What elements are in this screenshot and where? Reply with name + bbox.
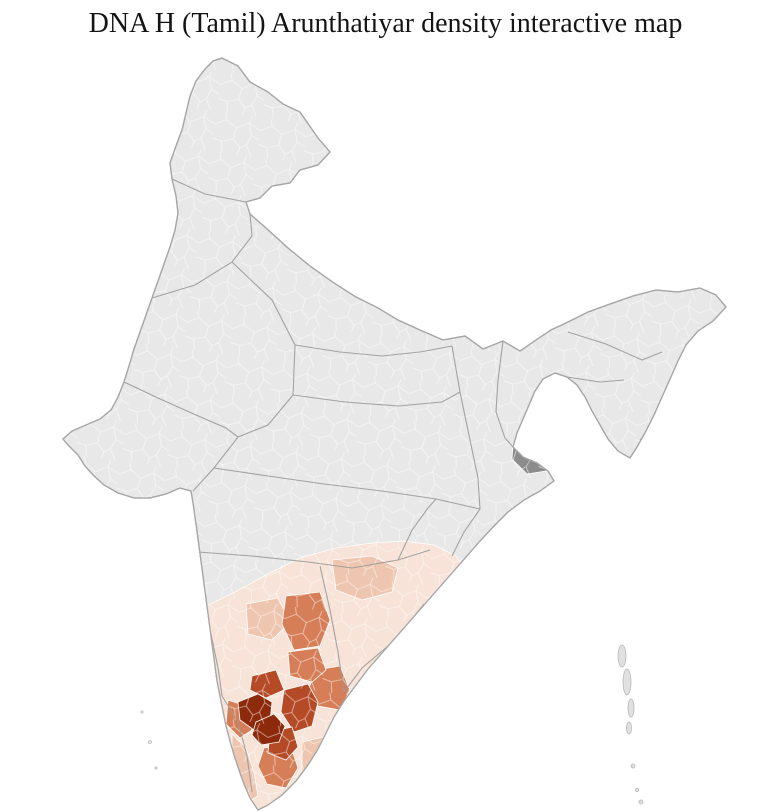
island[interactable] [148,740,152,744]
lakshadweep-islands [140,710,158,770]
island[interactable] [626,721,632,735]
island[interactable] [635,788,640,793]
district-mesh-overlay [63,58,726,810]
island[interactable] [140,710,144,714]
island[interactable] [627,698,635,718]
island[interactable] [630,763,636,769]
island[interactable] [617,644,627,668]
island[interactable] [154,766,158,770]
island[interactable] [622,668,632,696]
island[interactable] [638,799,644,805]
andaman-nicobar-islands [617,644,644,805]
page-title: DNA H (Tamil) Arunthatiyar density inter… [88,8,683,39]
